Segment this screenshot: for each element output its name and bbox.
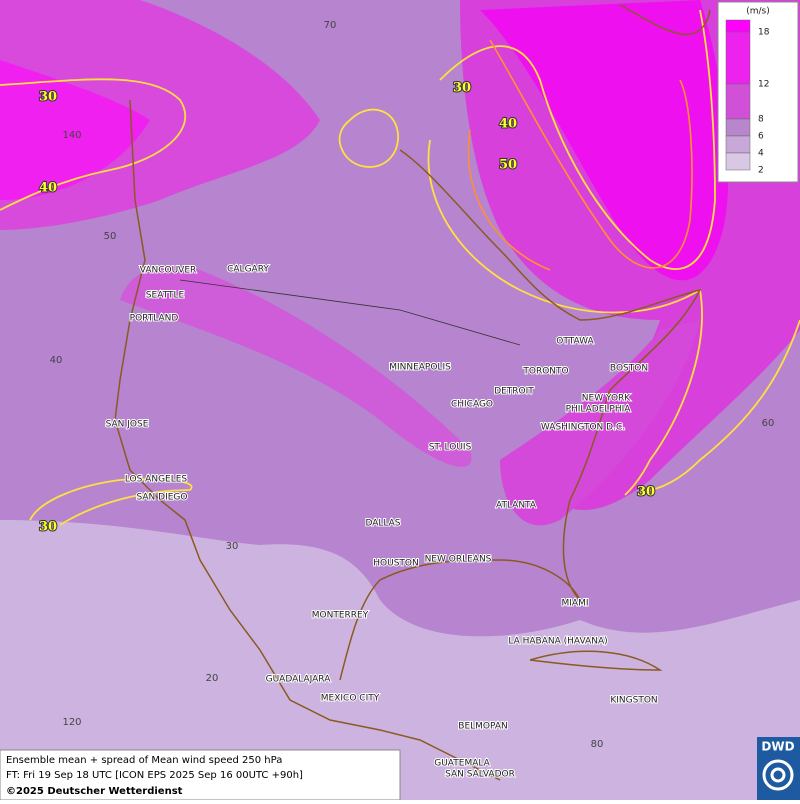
isotach (467, 129, 551, 271)
city-label: CHICAGO (451, 400, 493, 410)
city-label: DETROIT (494, 387, 534, 397)
legend-swatch (725, 31, 751, 85)
city-label: ST. LOUIS (429, 443, 472, 453)
isotach (624, 289, 703, 496)
logo-text: DWD (761, 740, 794, 754)
contour-label: 30 (637, 485, 655, 500)
grid-label: 20 (206, 673, 219, 684)
city-label: KINGSTON (610, 696, 657, 706)
city-label: MIAMI (562, 599, 589, 609)
isotachs-strong (467, 39, 693, 271)
city-label: MINNEAPOLIS (389, 363, 451, 373)
footer-title: Ensemble mean + spread of Mean wind spee… (6, 755, 282, 766)
city-label: CALGARY (227, 265, 269, 275)
legend-swatch (725, 118, 751, 137)
contour-label: 40 (499, 117, 517, 132)
coastline (114, 99, 501, 781)
city-label: MEXICO CITY (321, 694, 380, 704)
city-label: HOUSTON (373, 559, 418, 569)
isotach (427, 139, 701, 314)
city-label: NEW ORLEANS (425, 555, 492, 565)
coastlines (114, 4, 711, 781)
contour-label: 30 (39, 90, 57, 105)
city-label: GUATEMALA (434, 759, 490, 769)
isotach (0, 78, 187, 211)
grid-label: 50 (104, 231, 117, 242)
city-label: LA HABANA (HAVANA) (508, 637, 607, 647)
legend-label: 18 (758, 28, 770, 38)
border (179, 279, 521, 346)
contour-label: 40 (39, 181, 57, 196)
city-label: TORONTO (522, 367, 568, 377)
city-label: NEW YORK (582, 394, 632, 404)
jet-core (480, 0, 729, 281)
city-label: LOS ANGELES (125, 475, 188, 485)
grid-label: 60 (762, 418, 775, 429)
isotach (489, 39, 693, 269)
city-label: SAN SALVADOR (445, 770, 515, 780)
grid-label: 40 (50, 355, 63, 366)
grid-label: 70 (324, 20, 337, 31)
legend-label: 2 (758, 166, 764, 176)
city-label: PHILADELPHIA (566, 405, 632, 415)
isotach (439, 9, 716, 270)
legend-swatch (725, 19, 751, 33)
contour-label: 30 (39, 520, 57, 535)
logo-swirl (770, 767, 786, 783)
city-label: OTTAWA (556, 337, 594, 347)
city-label: MONTERREY (312, 611, 369, 621)
city-label: VANCOUVER (140, 266, 197, 276)
wind-area (120, 266, 472, 467)
city-label: SAN DIEGO (137, 493, 188, 503)
isotach (338, 108, 399, 168)
city-label: ATLANTA (496, 501, 537, 511)
contour-label: 50 (499, 158, 517, 173)
city-label: DALLAS (365, 519, 400, 529)
city-label: PORTLAND (130, 314, 179, 324)
legend-swatch (725, 152, 751, 171)
grid-label: 30 (226, 541, 239, 552)
legend-label: 8 (758, 115, 764, 125)
grid-label: 120 (62, 717, 81, 728)
legend-swatch (725, 135, 751, 154)
legend-label: 4 (758, 149, 764, 159)
footer-copyright: ©2025 Deutscher Wetterdienst (6, 786, 183, 797)
grid-label: 140 (62, 130, 81, 141)
city-label: GUADALAJARA (266, 675, 332, 685)
legend-label: 12 (758, 80, 769, 90)
city-label: BELMOPAN (458, 722, 507, 732)
coastline (529, 650, 663, 671)
legend-swatch (725, 83, 751, 120)
legend-label: 6 (758, 132, 764, 142)
isotach (29, 478, 193, 526)
contour-label: 30 (453, 81, 471, 96)
jet-core (0, 60, 150, 200)
coastline (619, 4, 711, 36)
legend-unit: (m/s) (746, 7, 770, 17)
isotachs (0, 9, 800, 526)
legend: (m/s) 18 12 8 6 4 2 (717, 1, 799, 183)
coastline (339, 149, 702, 681)
grid-label: 80 (591, 739, 604, 750)
footer-time: FT: Fri 19 Sep 18 UTC [ICON EPS 2025 Sep… (6, 770, 303, 781)
city-label: BOSTON (610, 364, 648, 374)
isotach (639, 319, 800, 493)
city-label: SEATTLE (146, 291, 185, 301)
city-label: SAN JOSE (106, 420, 149, 430)
logo-swirl (762, 759, 794, 791)
city-label: WASHINGTON D.C. (541, 423, 625, 433)
calm-area (0, 520, 800, 800)
